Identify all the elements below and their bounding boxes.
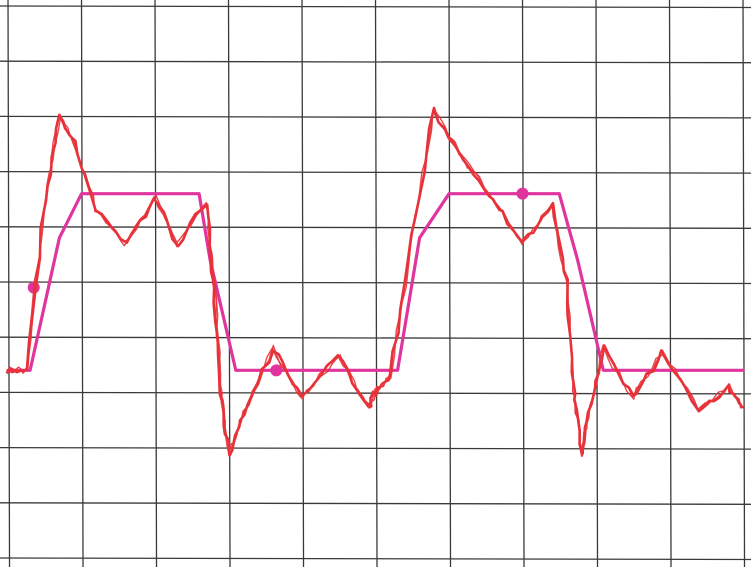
grid-vertical-line (80, 0, 84, 559)
grid-horizontal-line (0, 336, 751, 340)
grid-vertical-line (595, 0, 599, 559)
grid-vertical-line (742, 0, 746, 559)
grid-vertical-line (448, 0, 452, 559)
trace-marker-point (516, 187, 529, 200)
grid-vertical-line (154, 0, 158, 559)
grid-horizontal-line (0, 502, 751, 505)
grid-vertical-line (7, 0, 11, 559)
grid-horizontal-line (0, 170, 751, 174)
grid-vertical-line (301, 0, 305, 559)
grid-horizontal-line (0, 446, 751, 450)
grid-vertical-line (521, 0, 525, 559)
grid-vertical-line (374, 0, 378, 559)
bottom-ticks (8, 558, 746, 567)
traces (5, 106, 745, 457)
grid-vertical-line (227, 0, 231, 559)
trace-marker-point (270, 364, 283, 377)
grid-horizontal-line (0, 557, 751, 561)
response-trace-line (9, 109, 744, 457)
grid-horizontal-line (0, 5, 751, 9)
grid-vertical-line (668, 0, 672, 559)
grid-horizontal-line (0, 226, 751, 229)
grid-horizontal-line (0, 115, 751, 119)
reference-trace-line (6, 192, 745, 372)
grid-horizontal-line (0, 60, 751, 64)
grid-horizontal-line (0, 281, 751, 285)
